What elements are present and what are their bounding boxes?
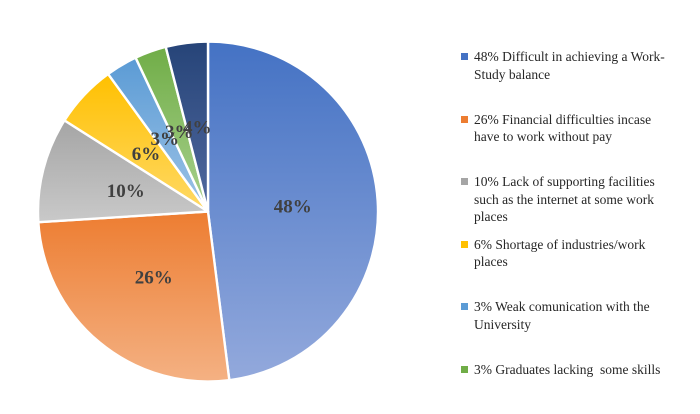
legend-item-label: 26% Financial difficulties incase have t… <box>474 111 652 145</box>
pie-chart: 48% 26% 10% 6%3%3%4% <box>36 40 380 383</box>
legend-item: 3% Weak comunication with the University <box>461 293 696 356</box>
legend-swatch-icon <box>461 303 468 310</box>
legend-item-label: 6% Shortage of industries/work places <box>474 236 646 270</box>
pie-percent-label: 10% <box>107 181 145 202</box>
legend-item-label: 3% Graduates lacking some skills <box>474 361 661 377</box>
legend-item-label: 48% Difficult in achieving a Work- Study… <box>474 49 665 82</box>
pie-slice-48pct <box>206 40 380 382</box>
pie-percent-label: 3% <box>150 129 179 150</box>
pie-percent-label: 6% <box>132 144 161 165</box>
legend-swatch-icon <box>461 365 468 373</box>
legend-item: 10% Lack of supporting facilities such a… <box>461 168 696 231</box>
pie-slice-10pct <box>36 119 210 224</box>
pie-percent-label: 26% <box>135 268 173 289</box>
legend-swatch-icon <box>461 115 468 123</box>
legend-item: 3% Graduates lacking some skills <box>461 356 696 414</box>
legend-swatch-icon <box>461 240 468 248</box>
pie-percent-label: 48% <box>274 197 312 218</box>
pie-percent-label: 3% <box>165 122 194 143</box>
legend-item: 6% Shortage of industries/work places <box>461 231 696 294</box>
pie-percent-label: 4% <box>183 118 212 139</box>
legend-swatch-icon <box>461 178 468 185</box>
legend: 48% Difficult in achieving a Work- Study… <box>461 43 696 414</box>
legend-item-label: 10% Lack of supporting facilities such a… <box>474 174 655 224</box>
legend-item-label: 3% Weak comunication with the University <box>474 299 650 332</box>
legend-swatch-icon <box>461 53 468 60</box>
legend-item: 26% Financial difficulties incase have t… <box>461 106 696 169</box>
pie-slice-26pct <box>37 210 231 383</box>
pie-slice-4pct <box>164 40 210 213</box>
legend-item: 48% Difficult in achieving a Work- Study… <box>461 43 696 106</box>
